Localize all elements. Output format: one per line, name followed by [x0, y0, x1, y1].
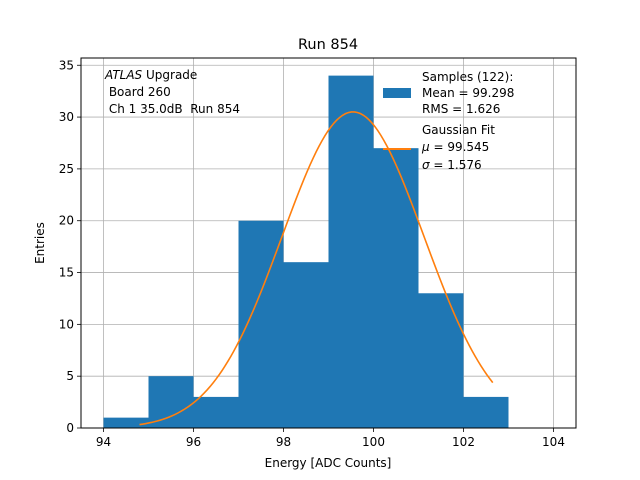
annotation-box: ATLAS Upgrade Board 260 Ch 1 35.0dB Run … [104, 68, 240, 116]
histogram-bar [238, 220, 284, 428]
x-axis-ticks: 94 96 98 100 102 104 [96, 428, 565, 449]
mu-value: = 99.545 [430, 140, 490, 154]
histogram-bar [193, 396, 239, 428]
histogram-bar [103, 417, 149, 428]
annotation-line-3: Ch 1 35.0dB Run 854 [105, 102, 240, 116]
annotation-line-2: Board 260 [105, 85, 171, 99]
mu-symbol: μ [421, 140, 430, 154]
legend-samples-label: Samples (122): [422, 70, 513, 84]
y-tick-label: 15 [59, 266, 74, 280]
sigma-symbol: σ [422, 158, 430, 172]
histogram-bar [373, 148, 419, 428]
legend-samples-mean: Mean = 99.298 [422, 86, 514, 100]
y-tick-label: 0 [66, 421, 74, 435]
legend-samples-swatch [383, 88, 411, 98]
histogram-bar [148, 376, 194, 428]
y-axis-label: Entries [33, 222, 47, 264]
y-tick-label: 25 [59, 162, 74, 176]
legend-samples-rms: RMS = 1.626 [422, 102, 500, 116]
x-tick-label: 104 [542, 435, 565, 449]
histogram-bars [103, 75, 509, 428]
x-tick-label: 98 [276, 435, 291, 449]
legend-fit-mu: μ = 99.545 [421, 140, 489, 154]
upgrade-label: Upgrade [142, 68, 197, 82]
x-axis-label: Energy [ADC Counts] [265, 456, 392, 470]
sigma-value: = 1.576 [430, 158, 482, 172]
y-tick-label: 5 [66, 369, 74, 383]
y-tick-label: 35 [59, 58, 74, 72]
histogram-bar [283, 262, 329, 428]
y-axis-ticks: 0 5 10 15 20 25 30 35 [59, 58, 81, 435]
gaussian-fit-curve [139, 111, 494, 426]
chart-title: Run 854 [298, 37, 358, 53]
y-tick-label: 20 [59, 214, 74, 228]
x-tick-label: 96 [186, 435, 201, 449]
y-tick-label: 30 [59, 110, 74, 124]
histogram-bar [328, 75, 374, 428]
x-tick-label: 100 [362, 435, 385, 449]
annotation-line-1: ATLAS Upgrade [104, 68, 197, 82]
legend: Samples (122): Mean = 99.298 RMS = 1.626… [383, 70, 514, 172]
atlas-label: ATLAS [104, 68, 143, 82]
legend-fit-sigma: σ = 1.576 [422, 158, 482, 172]
y-tick-label: 10 [59, 317, 74, 331]
histogram-bar [418, 293, 464, 428]
legend-fit-label: Gaussian Fit [422, 123, 495, 137]
x-tick-label: 102 [452, 435, 475, 449]
plot-frame [80, 57, 577, 429]
x-tick-label: 94 [96, 435, 111, 449]
histogram-bar [463, 396, 509, 428]
